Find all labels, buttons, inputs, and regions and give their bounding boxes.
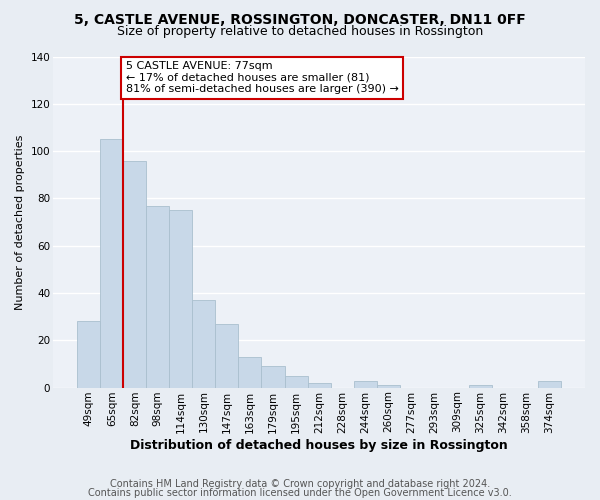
Text: 5, CASTLE AVENUE, ROSSINGTON, DONCASTER, DN11 0FF: 5, CASTLE AVENUE, ROSSINGTON, DONCASTER,… (74, 12, 526, 26)
Bar (469, 386, 492, 388)
X-axis label: Distribution of detached houses by size in Rossington: Distribution of detached houses by size … (130, 440, 508, 452)
Bar (193, 300, 215, 388)
Text: Contains HM Land Registry data © Crown copyright and database right 2024.: Contains HM Land Registry data © Crown c… (110, 479, 490, 489)
Bar (215, 324, 238, 388)
Bar (124, 160, 146, 388)
Bar (146, 206, 169, 388)
Bar (262, 366, 284, 388)
Bar (169, 210, 193, 388)
Bar (377, 386, 400, 388)
Bar (100, 140, 124, 388)
Text: Size of property relative to detached houses in Rossington: Size of property relative to detached ho… (117, 25, 483, 38)
Bar (353, 380, 377, 388)
Text: 5 CASTLE AVENUE: 77sqm
← 17% of detached houses are smaller (81)
81% of semi-det: 5 CASTLE AVENUE: 77sqm ← 17% of detached… (125, 61, 398, 94)
Text: Contains public sector information licensed under the Open Government Licence v3: Contains public sector information licen… (88, 488, 512, 498)
Bar (538, 380, 561, 388)
Y-axis label: Number of detached properties: Number of detached properties (15, 134, 25, 310)
Bar (238, 357, 262, 388)
Bar (77, 322, 100, 388)
Bar (284, 376, 308, 388)
Bar (308, 383, 331, 388)
